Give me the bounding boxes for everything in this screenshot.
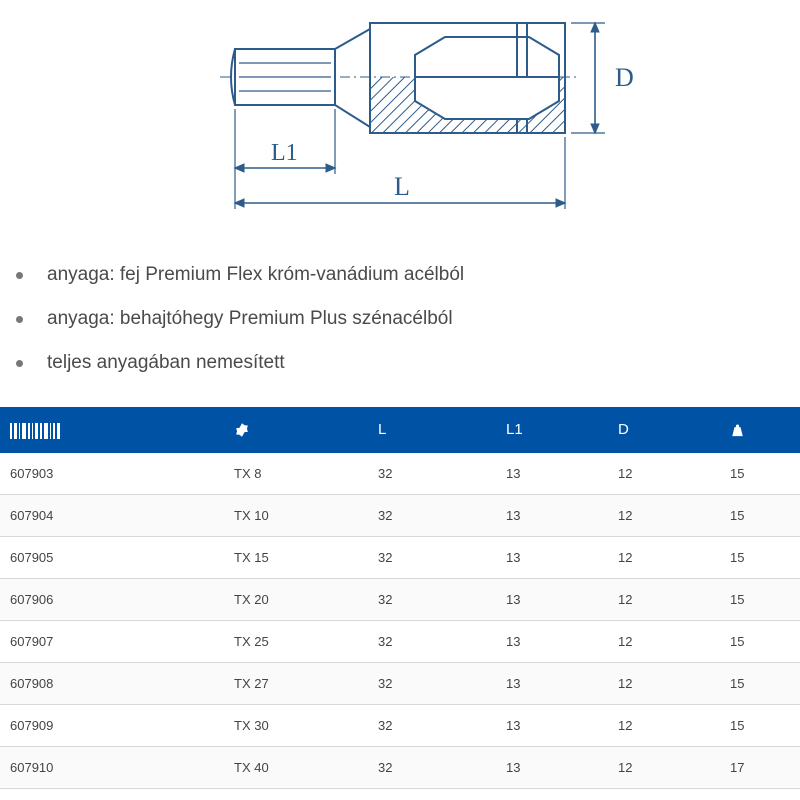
col-header-code xyxy=(0,407,224,453)
cell-code: 607909 xyxy=(0,704,224,746)
cell-size: TX 10 xyxy=(224,494,368,536)
svg-text:L1: L1 xyxy=(271,140,298,166)
cell-L: 32 xyxy=(368,704,496,746)
cell-D: 12 xyxy=(608,704,720,746)
bullet-dot-icon xyxy=(16,316,23,323)
cell-code: 607908 xyxy=(0,662,224,704)
cell-code: 607906 xyxy=(0,578,224,620)
cell-size: TX 40 xyxy=(224,746,368,788)
cell-code: 607904 xyxy=(0,494,224,536)
cell-L1: 13 xyxy=(496,494,608,536)
cell-L: 32 xyxy=(368,578,496,620)
cell-L: 32 xyxy=(368,620,496,662)
cell-D: 12 xyxy=(608,578,720,620)
cell-L: 32 xyxy=(368,746,496,788)
cell-D: 12 xyxy=(608,746,720,788)
cell-code: 607907 xyxy=(0,620,224,662)
cell-L1: 13 xyxy=(496,662,608,704)
col-header-weight xyxy=(720,407,800,453)
col-header-size xyxy=(224,407,368,453)
feature-text: anyaga: behajtóhegy Premium Plus szénacé… xyxy=(47,308,453,330)
svg-text:D: D xyxy=(615,63,634,92)
cell-D: 12 xyxy=(608,494,720,536)
cell-size: TX 20 xyxy=(224,578,368,620)
feature-text: teljes anyagában nemesített xyxy=(47,352,285,374)
table-row: 607910TX 4032131217 xyxy=(0,746,800,788)
table-row: 607909TX 3032131215 xyxy=(0,704,800,746)
cell-size: TX 25 xyxy=(224,620,368,662)
cell-L: 32 xyxy=(368,453,496,495)
feature-item: anyaga: behajtóhegy Premium Plus szénacé… xyxy=(6,297,794,341)
feature-item: anyaga: fej Premium Flex króm-vanádium a… xyxy=(6,253,794,297)
cell-L1: 13 xyxy=(496,704,608,746)
col-header-L1: L1 xyxy=(496,407,608,453)
feature-text: anyaga: fej Premium Flex króm-vanádium a… xyxy=(47,264,464,286)
table-row: 607908TX 2732131215 xyxy=(0,662,800,704)
cell-D: 12 xyxy=(608,620,720,662)
cell-code: 607910 xyxy=(0,746,224,788)
table-row: 607903TX 832131215 xyxy=(0,453,800,495)
feature-list: anyaga: fej Premium Flex króm-vanádium a… xyxy=(0,235,800,407)
cell-weight: 15 xyxy=(720,453,800,495)
cell-weight: 15 xyxy=(720,536,800,578)
cell-L1: 13 xyxy=(496,620,608,662)
cell-L: 32 xyxy=(368,494,496,536)
cell-L1: 13 xyxy=(496,453,608,495)
cell-D: 12 xyxy=(608,453,720,495)
spec-table-header-row: LL1D xyxy=(0,407,800,453)
col-header-D: D xyxy=(608,407,720,453)
cell-code: 607905 xyxy=(0,536,224,578)
cell-weight: 15 xyxy=(720,494,800,536)
weight-icon xyxy=(730,423,745,438)
cell-size: TX 27 xyxy=(224,662,368,704)
feature-item: teljes anyagában nemesített xyxy=(6,341,794,385)
cell-L: 32 xyxy=(368,662,496,704)
cell-size: TX 15 xyxy=(224,536,368,578)
cell-D: 12 xyxy=(608,536,720,578)
svg-text:L: L xyxy=(394,172,410,201)
spec-table: LL1D 607903TX 832131215607904TX 10321312… xyxy=(0,407,800,789)
table-row: 607907TX 2532131215 xyxy=(0,620,800,662)
torx-icon xyxy=(234,422,250,438)
cell-size: TX 8 xyxy=(224,453,368,495)
cell-size: TX 30 xyxy=(224,704,368,746)
cell-D: 12 xyxy=(608,662,720,704)
table-row: 607904TX 1032131215 xyxy=(0,494,800,536)
cell-L1: 13 xyxy=(496,536,608,578)
cell-weight: 17 xyxy=(720,746,800,788)
cell-weight: 15 xyxy=(720,578,800,620)
bullet-dot-icon xyxy=(16,360,23,367)
barcode-icon xyxy=(10,422,62,439)
dimension-diagram: D L1 L xyxy=(0,0,800,235)
table-row: 607906TX 2032131215 xyxy=(0,578,800,620)
cell-weight: 15 xyxy=(720,620,800,662)
cell-weight: 15 xyxy=(720,662,800,704)
table-row: 607905TX 1532131215 xyxy=(0,536,800,578)
bullet-dot-icon xyxy=(16,272,23,279)
cell-L: 32 xyxy=(368,536,496,578)
cell-L1: 13 xyxy=(496,578,608,620)
cell-L1: 13 xyxy=(496,746,608,788)
col-header-L: L xyxy=(368,407,496,453)
cell-weight: 15 xyxy=(720,704,800,746)
cell-code: 607903 xyxy=(0,453,224,495)
